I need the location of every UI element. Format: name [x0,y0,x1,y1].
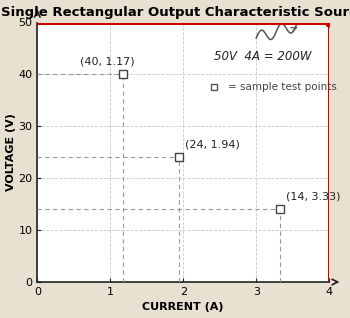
Text: = sample test points: = sample test points [229,82,337,93]
Text: (40, 1.17): (40, 1.17) [80,57,135,66]
Text: (14, 3.33): (14, 3.33) [286,191,341,202]
Text: 50V 4A = 200W: 50V 4A = 200W [214,50,312,63]
X-axis label: CURRENT (A): CURRENT (A) [142,302,224,313]
Title: Single Rectangular Output Characteristic Source: Single Rectangular Output Characteristic… [1,5,350,18]
Y-axis label: VOLTAGE (V): VOLTAGE (V) [6,113,15,191]
Text: (24, 1.94): (24, 1.94) [185,140,239,150]
